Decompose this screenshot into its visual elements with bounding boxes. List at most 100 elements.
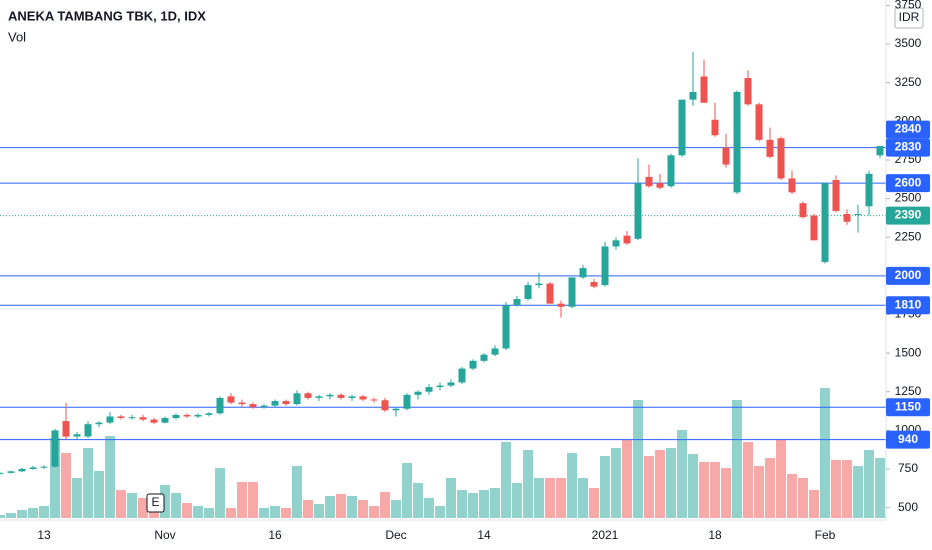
candle-body — [447, 382, 455, 386]
candle-body — [436, 385, 444, 388]
candle-body — [634, 183, 642, 239]
candle-body — [337, 394, 345, 398]
volume-bar — [633, 400, 643, 518]
candle-body — [0, 472, 4, 474]
candle-body — [7, 471, 15, 473]
candle-body — [425, 387, 433, 392]
candle-body — [667, 155, 675, 187]
volume-bar — [875, 458, 885, 518]
volume-bar — [666, 448, 676, 518]
volume-bar — [556, 478, 566, 518]
volume-bar — [105, 436, 115, 518]
candle-body — [282, 401, 290, 405]
candle-body — [821, 183, 829, 262]
volume-bar — [732, 400, 742, 518]
candle-body — [502, 305, 510, 349]
volume-bar — [710, 462, 720, 518]
event-marker-box[interactable] — [146, 493, 165, 513]
volume-bar — [776, 440, 786, 518]
candle-body — [326, 394, 334, 397]
volume-bar — [743, 442, 753, 518]
candle-body — [799, 203, 807, 218]
candle-body — [370, 399, 378, 401]
x-tick-label: Nov — [154, 528, 175, 542]
volume-bar — [94, 471, 104, 518]
candle-body — [546, 283, 554, 304]
x-tick-label: Dec — [385, 528, 406, 542]
volume-bar — [369, 506, 379, 518]
candle-body — [832, 180, 840, 211]
currency[interactable]: IDR — [899, 10, 920, 24]
price-label: 2830 — [895, 140, 922, 154]
volume-bar — [193, 506, 203, 518]
volume-bar — [248, 482, 258, 518]
volume-bar — [50, 438, 60, 518]
x-tick-label: Feb — [815, 528, 836, 542]
volume-bar — [809, 490, 819, 518]
volume-bar — [567, 453, 577, 518]
candle-body — [777, 138, 785, 179]
candle-body — [128, 417, 136, 419]
candle-body — [623, 235, 631, 244]
volume-bar — [237, 482, 247, 518]
volume-bar — [226, 508, 236, 518]
candle-body — [29, 467, 37, 470]
candle-body — [293, 393, 301, 405]
price-label-box — [886, 266, 930, 285]
candle-body — [469, 360, 477, 369]
candle-body — [117, 416, 125, 419]
y-tick-label: 2500 — [895, 191, 922, 205]
volume-bar — [688, 454, 698, 518]
chart-title: ANEKA TAMBANG TBK, 1D, IDX — [8, 8, 206, 23]
volume-bar — [501, 442, 511, 518]
price-label-box — [886, 206, 930, 225]
candle-body — [392, 408, 400, 411]
currency-box[interactable] — [894, 7, 924, 29]
candle-body — [315, 396, 323, 398]
candle-body — [480, 354, 488, 361]
candle-body — [18, 469, 26, 472]
volume-bar — [325, 496, 335, 518]
volume-bar — [259, 508, 269, 518]
volume-bar — [435, 506, 445, 518]
candle-body — [755, 104, 763, 140]
price-label-box — [886, 120, 930, 139]
volume-bar — [864, 450, 874, 518]
volume-bar — [644, 456, 654, 518]
event-marker[interactable]: E — [151, 495, 159, 509]
candle-body — [711, 119, 719, 136]
volume-bar — [655, 450, 665, 518]
price-label-box — [886, 138, 930, 157]
candle-body — [414, 391, 422, 395]
candle-body — [260, 405, 268, 408]
y-tick-label: 500 — [898, 500, 918, 514]
price-label-box — [886, 430, 930, 449]
volume-bar — [402, 463, 412, 518]
volume-bar — [160, 485, 170, 518]
y-tick-label: 1250 — [895, 384, 922, 398]
volume-bar — [721, 468, 731, 518]
candle-body — [227, 396, 235, 403]
volume-bar — [413, 483, 423, 518]
price-label: 2840 — [895, 122, 922, 136]
volume-bar — [17, 510, 27, 518]
candle-body — [139, 417, 147, 420]
candle-body — [579, 268, 587, 278]
candle-body — [568, 277, 576, 307]
volume-bar — [83, 448, 93, 518]
candle-body — [656, 183, 664, 188]
volume-bar — [0, 515, 5, 518]
volume-bar — [479, 490, 489, 518]
volume-bar — [831, 460, 841, 518]
volume-bar — [622, 440, 632, 518]
plot-area — [0, 51, 886, 518]
candle-body — [722, 147, 730, 165]
volume-bar — [28, 508, 38, 518]
candle-body — [216, 397, 224, 414]
volume-bar — [534, 478, 544, 518]
candle-body — [788, 178, 796, 193]
candle-body — [524, 285, 532, 300]
volume-label: Vol — [8, 29, 26, 44]
volume-bar — [391, 500, 401, 518]
